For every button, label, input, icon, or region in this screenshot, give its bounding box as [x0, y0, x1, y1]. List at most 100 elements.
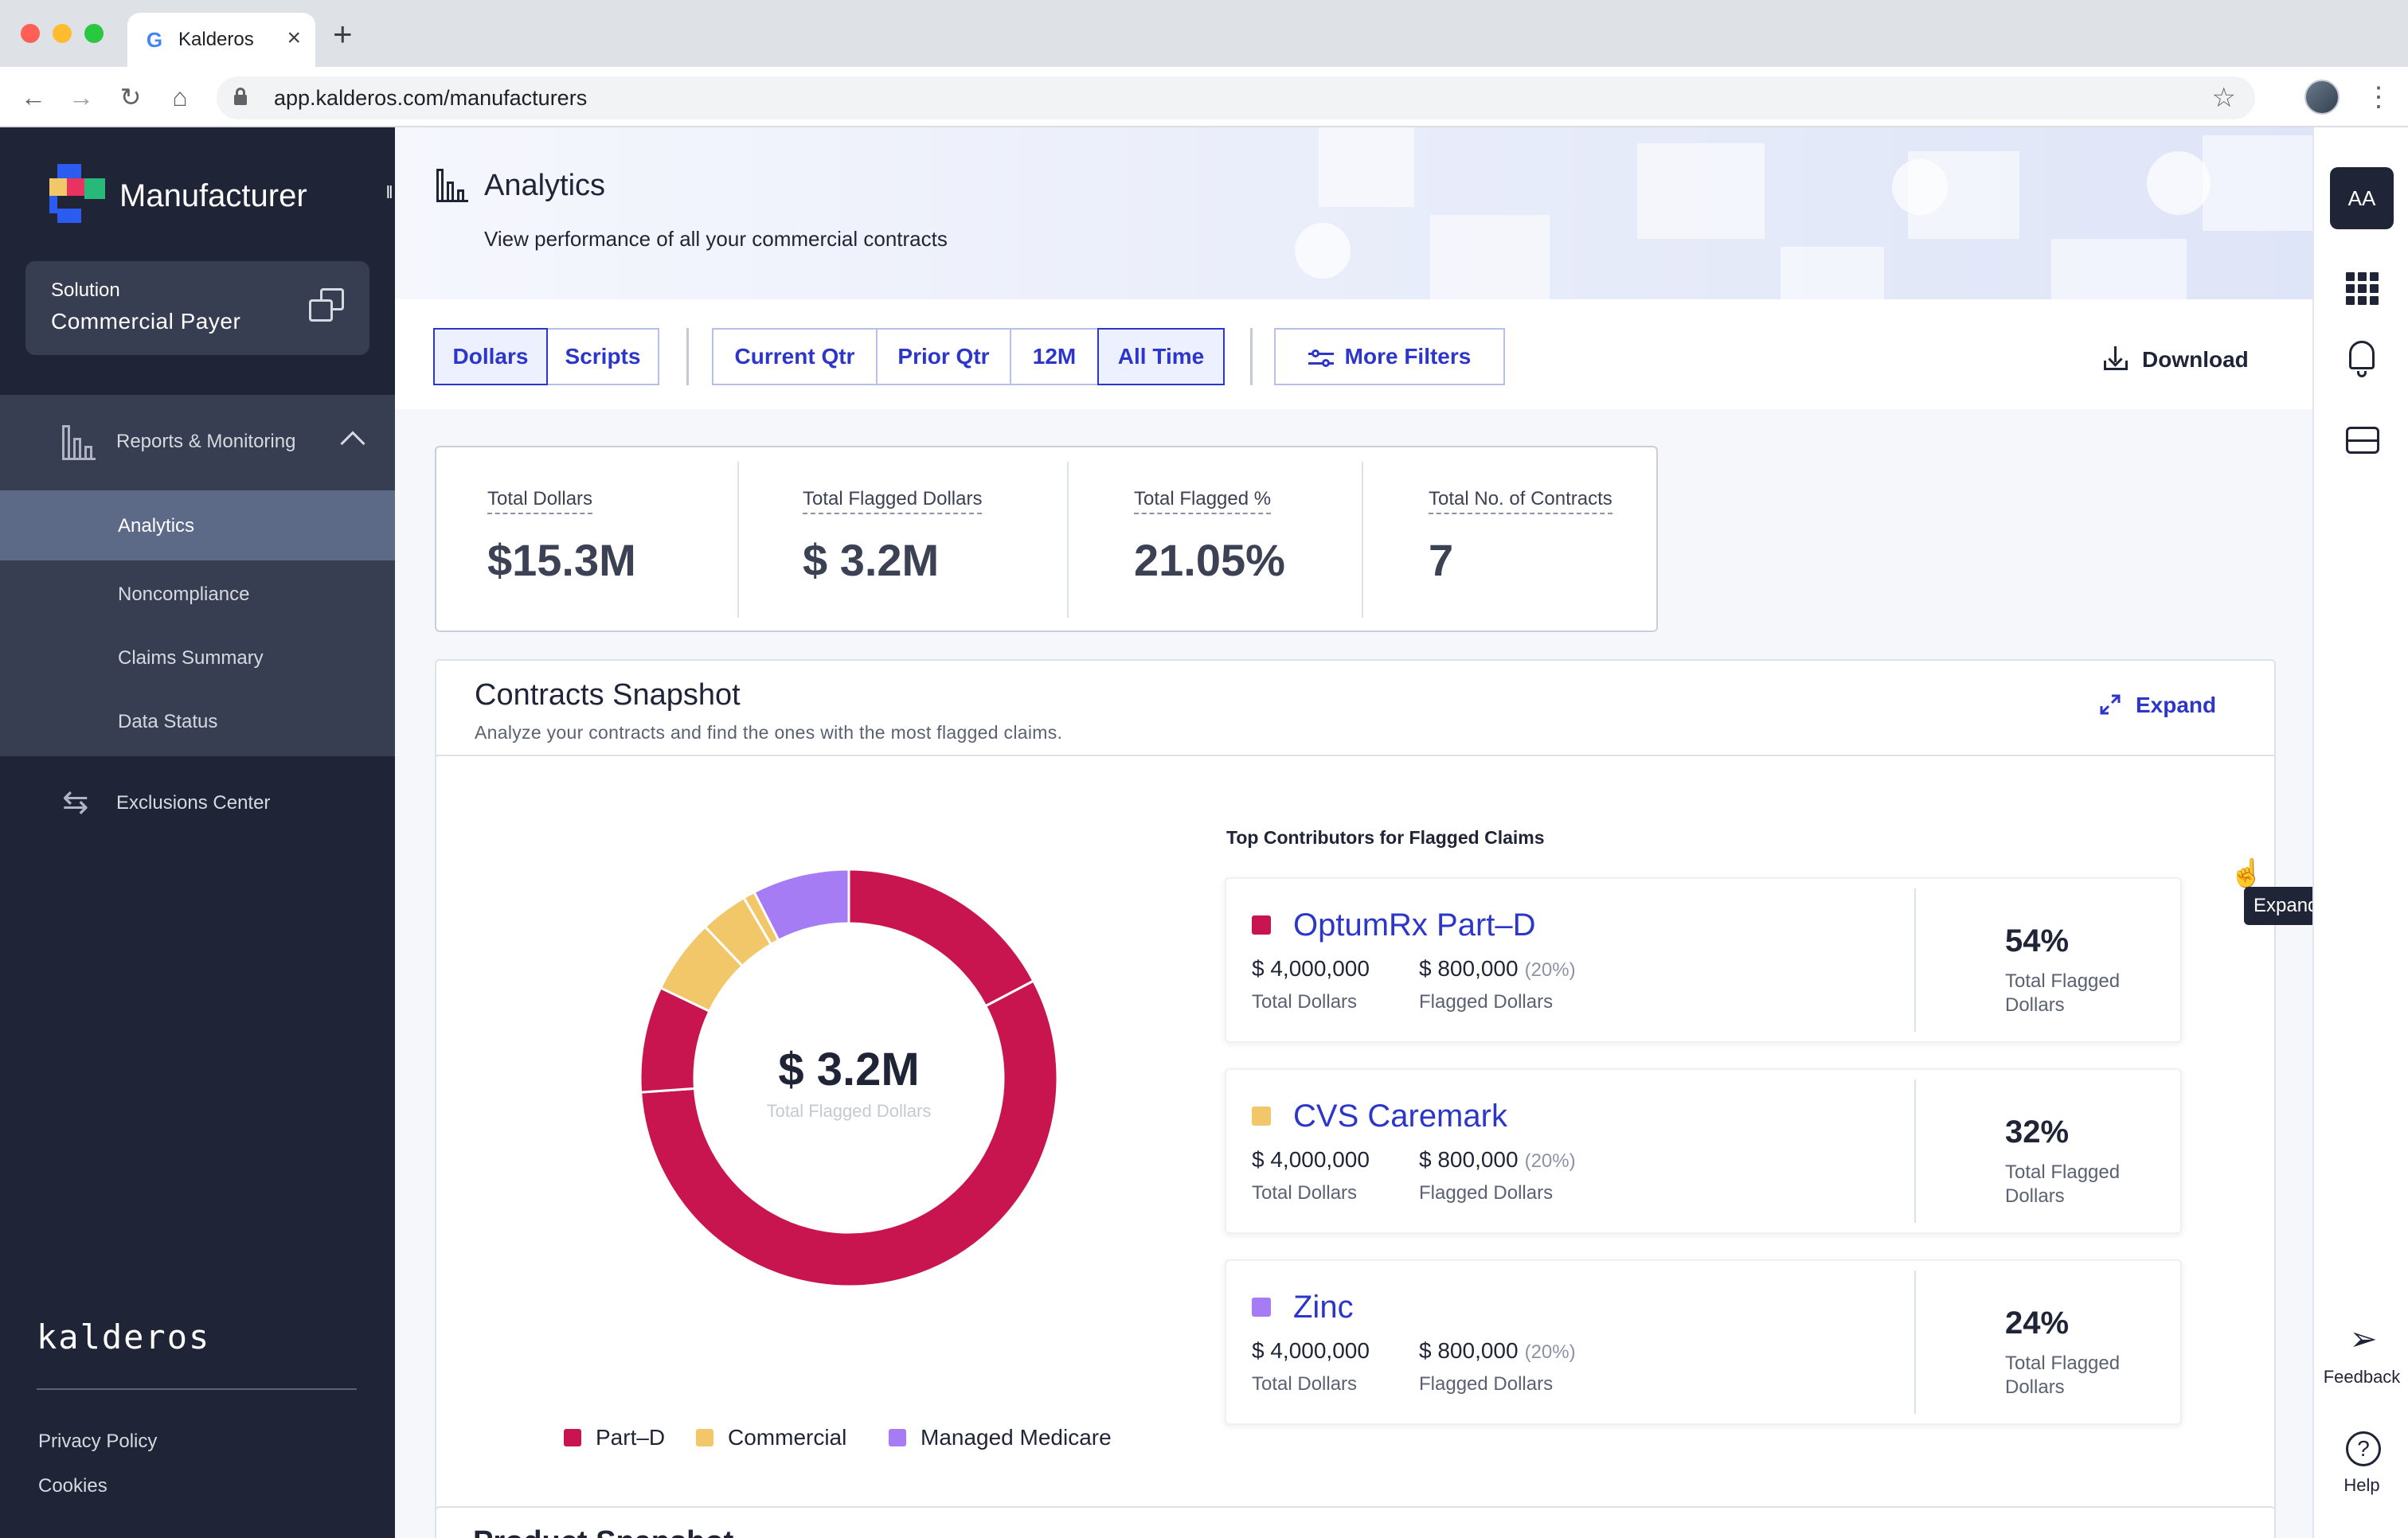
legend-label: Managed Medicare: [921, 1425, 1112, 1450]
donut-slice-part-d-1[interactable]: [639, 979, 1059, 1288]
contributor-share-label: Total Flagged Dollars: [2005, 1353, 2121, 1398]
download-button[interactable]: Download: [2104, 344, 2249, 376]
contributor-flagged-label: Flagged Dollars: [1419, 1373, 1554, 1395]
sidebar-item-data-status[interactable]: Data Status: [0, 691, 395, 755]
contributor-flagged-amount: $ 800,000: [1419, 1147, 1519, 1172]
legend-item-managed-medicare[interactable]: Managed Medicare: [889, 1423, 1112, 1452]
privacy-policy-link[interactable]: Privacy Policy: [38, 1431, 158, 1452]
url-text[interactable]: app.kalderos.com/manufacturers: [274, 86, 588, 110]
tab-close-icon[interactable]: ×: [287, 25, 301, 51]
legend-item-part-d[interactable]: Part–D: [564, 1423, 665, 1452]
window-close-button[interactable]: [21, 24, 40, 43]
kpi-total-flagged-dollars: Total Flagged Dollars $ 3.2M: [739, 447, 1067, 630]
analytics-chart-icon: [436, 167, 468, 202]
period-toggle-prior-qtr[interactable]: Prior Qtr: [876, 328, 1011, 385]
window-maximize-button[interactable]: [84, 24, 104, 43]
sidebar-item-claims-summary[interactable]: Claims Summary: [0, 627, 395, 691]
cookies-link[interactable]: Cookies: [38, 1475, 108, 1497]
contributor-total: $ 4,000,000: [1252, 1147, 1370, 1172]
home-icon[interactable]: ⌂: [172, 83, 188, 111]
filter-bar: Dollars Scripts Current Qtr Prior Qtr 12…: [395, 299, 2312, 409]
kpi-divider: [737, 462, 739, 618]
kpi-value: 21.05%: [1134, 535, 1285, 585]
donut-slice-part-d-0[interactable]: [847, 868, 1035, 1008]
contributor-flagged-pct: (20%): [1524, 1341, 1576, 1363]
kpi-total-flagged-percent: Total Flagged % 21.05%: [1069, 447, 1362, 630]
contributor-card[interactable]: Zinc $ 4,000,000 $ 800,000 (20%) Total Do…: [1225, 1259, 2182, 1425]
sidebar-item-analytics[interactable]: Analytics: [0, 490, 395, 560]
contributor-card[interactable]: OptumRx Part–D $ 4,000,000 $ 800,000 (20%…: [1225, 877, 2182, 1043]
back-arrow-icon[interactable]: ←: [21, 83, 46, 111]
legend-item-commercial[interactable]: Commercial: [696, 1423, 846, 1452]
bell-icon[interactable]: [2338, 338, 2386, 382]
sidebar-item-reports-monitoring[interactable]: Reports & Monitoring: [0, 395, 395, 490]
contributor-share: 24%: [2005, 1306, 2070, 1341]
kpi-total-contracts: Total No. of Contracts 7: [1363, 447, 1658, 630]
contributor-card[interactable]: CVS Caremark $ 4,000,000 $ 800,000 (20%) …: [1225, 1068, 2182, 1234]
contributor-swatch: [1252, 1107, 1271, 1126]
contributor-swatch: [1252, 1298, 1271, 1317]
lock-icon: [234, 88, 247, 105]
sidebar-item-noncompliance[interactable]: Noncompliance: [0, 564, 395, 627]
period-toggle-current-qtr[interactable]: Current Qtr: [712, 328, 878, 385]
contributor-share: 32%: [2005, 1114, 2070, 1150]
switch-solution-icon[interactable]: [309, 288, 344, 323]
page-subtitle: View performance of all your commercial …: [484, 227, 948, 251]
download-label: Download: [2142, 347, 2249, 372]
app-title: Manufacturer: [119, 178, 307, 213]
contributor-name-link[interactable]: OptumRx Part–D: [1293, 908, 1536, 943]
help-label[interactable]: Help: [2344, 1475, 2380, 1495]
kpi-label[interactable]: Total Dollars: [487, 487, 593, 514]
help-icon[interactable]: ?: [2346, 1431, 2381, 1466]
feedback-label[interactable]: Feedback: [2323, 1367, 2401, 1387]
donut-chart: $ 3.2M Total Flagged Dollars Part–D Comm…: [436, 756, 1265, 1457]
kpi-label[interactable]: Total Flagged %: [1134, 487, 1272, 514]
browser-toolbar: ← → ↻ ⌂ app.kalderos.com/manufacturers ☆…: [0, 67, 2408, 127]
chevron-up-icon[interactable]: [340, 431, 366, 456]
sidebar-item-label: Claims Summary: [118, 647, 264, 669]
inbox-icon[interactable]: [2338, 419, 2386, 463]
page-header: Analytics View performance of all your c…: [395, 127, 2312, 299]
period-toggle-12m[interactable]: 12M: [1010, 328, 1099, 385]
sidebar-item-exclusions-center[interactable]: ⇆ Exclusions Center: [0, 764, 395, 844]
address-bar[interactable]: app.kalderos.com/manufacturers ☆: [217, 76, 2255, 119]
kpi-divider: [1067, 462, 1069, 618]
reload-icon[interactable]: ↻: [119, 83, 142, 111]
browser-tab[interactable]: G Kalderos ×: [127, 13, 315, 67]
contributor-name-link[interactable]: CVS Caremark: [1293, 1099, 1507, 1134]
reports-submenu: Analytics Noncompliance Claims Summary D…: [0, 490, 395, 756]
app-grid-icon[interactable]: [2346, 272, 2379, 306]
solution-switcher[interactable]: Solution Commercial Payer: [25, 261, 369, 355]
legend-swatch: [564, 1429, 581, 1446]
contributor-total: $ 4,000,000: [1252, 1338, 1370, 1363]
window-minimize-button[interactable]: [53, 24, 72, 43]
contributor-flagged-label: Flagged Dollars: [1419, 991, 1554, 1013]
right-rail: AA ➢ Feedback ? Help: [2312, 127, 2408, 1538]
product-snapshot-card: Product Snapshot: [435, 1506, 2276, 1538]
metric-toggle-scripts[interactable]: Scripts: [546, 328, 659, 385]
sidebar: Manufacturer ‖ Solution Commercial Payer…: [0, 127, 395, 1538]
kpi-label[interactable]: Total Flagged Dollars: [803, 487, 983, 514]
tab-title: Kalderos: [178, 29, 254, 50]
kpi-divider: [1362, 462, 1363, 618]
more-filters-button[interactable]: More Filters: [1274, 328, 1505, 385]
new-tab-icon[interactable]: +: [333, 15, 353, 53]
contributors-title: Top Contributors for Flagged Claims: [1226, 827, 1545, 848]
donut-slice-managed-medicare-6[interactable]: [752, 868, 850, 943]
contributor-total-label: Total Dollars: [1252, 1182, 1358, 1204]
bookmark-star-icon[interactable]: ☆: [2211, 83, 2236, 113]
donut-center-value: $ 3.2M: [778, 1044, 920, 1095]
section-title: Contracts Snapshot: [475, 678, 741, 712]
send-feedback-icon[interactable]: ➢: [2349, 1320, 2378, 1357]
expand-button[interactable]: Expand: [2099, 691, 2216, 720]
metric-toggle-dollars[interactable]: Dollars: [433, 328, 548, 385]
forward-arrow-icon[interactable]: →: [68, 83, 94, 111]
browser-profile-avatar[interactable]: [2304, 80, 2340, 115]
user-avatar[interactable]: AA: [2330, 167, 2394, 229]
contributor-name-link[interactable]: Zinc: [1293, 1290, 1354, 1325]
kpi-summary-card: Total Dollars $15.3M Total Flagged Dolla…: [435, 446, 1658, 632]
sidebar-collapse-handle[interactable]: ‖: [385, 182, 393, 202]
period-toggle-all-time[interactable]: All Time: [1097, 328, 1225, 385]
kpi-label[interactable]: Total No. of Contracts: [1429, 487, 1612, 514]
browser-menu-icon[interactable]: ⋮: [2365, 82, 2392, 112]
